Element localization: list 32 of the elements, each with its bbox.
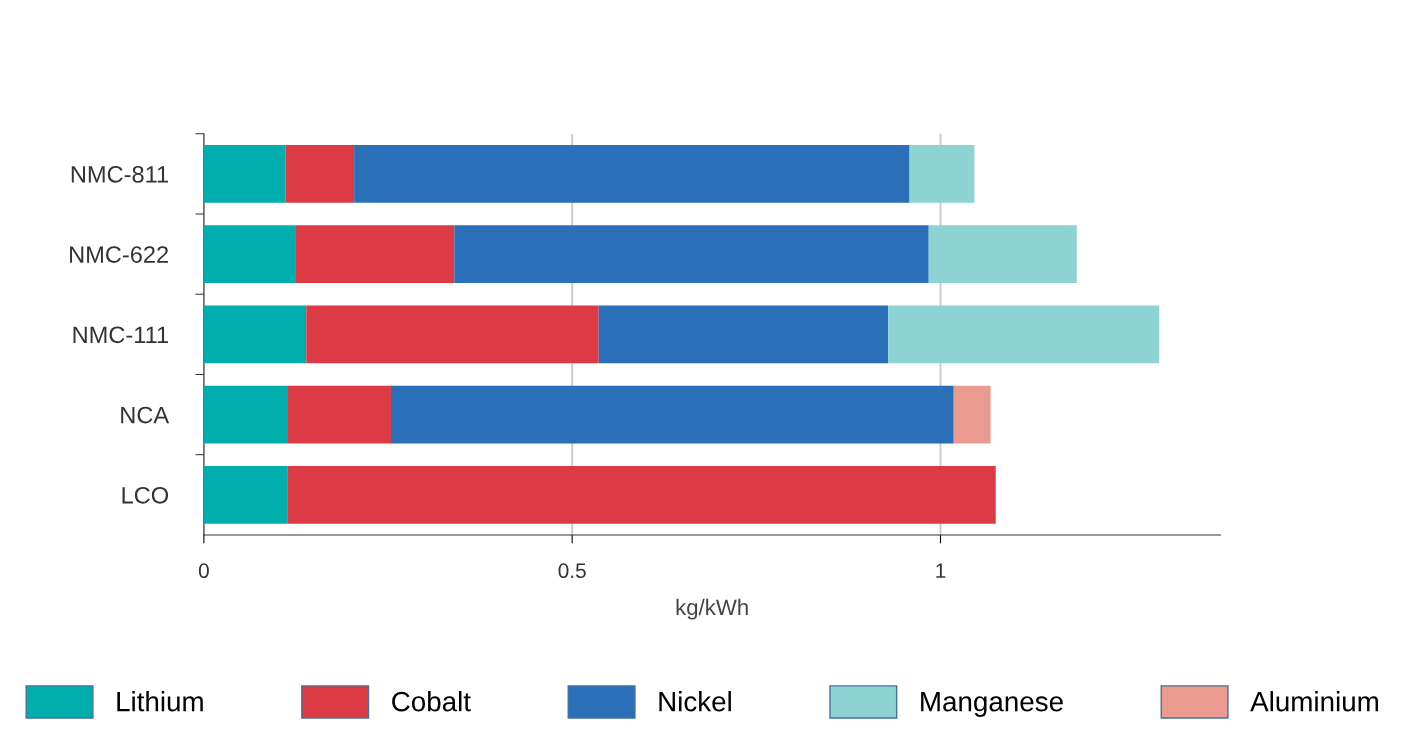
bar — [285, 144, 355, 203]
bar — [203, 385, 288, 444]
y-tick-label: NMC-811 — [71, 165, 168, 183]
bar — [390, 385, 954, 444]
legend-label: Nickel — [659, 691, 731, 712]
y-tick-label: NMC-111 — [73, 326, 168, 344]
legend-label: Aluminium — [1250, 691, 1378, 712]
bar — [888, 305, 1160, 364]
bar — [203, 144, 286, 203]
legend-label: Lithium — [117, 691, 203, 712]
bar — [306, 305, 599, 364]
bar — [454, 225, 929, 283]
x-axis-title: kg/kWh — [676, 598, 748, 620]
bar — [354, 144, 910, 203]
x-tick-label: 0 — [198, 563, 209, 579]
legend-label: Manganese — [921, 692, 1063, 717]
bar — [203, 225, 296, 283]
bar — [203, 465, 288, 524]
bar — [909, 144, 975, 203]
y-tick-label: NCA — [121, 406, 170, 424]
bar — [287, 385, 391, 444]
legend-label: Cobalt — [392, 691, 471, 712]
bar — [287, 465, 996, 524]
bar — [928, 225, 1077, 283]
bar — [295, 225, 455, 283]
x-tick-label: 1 — [936, 563, 946, 578]
bar — [203, 305, 307, 364]
bar — [953, 385, 991, 444]
x-tick-label: 0.5 — [558, 563, 586, 579]
bar — [598, 305, 889, 364]
y-tick-label: NMC-622 — [70, 246, 168, 263]
y-tick-label: LCO — [122, 486, 169, 504]
